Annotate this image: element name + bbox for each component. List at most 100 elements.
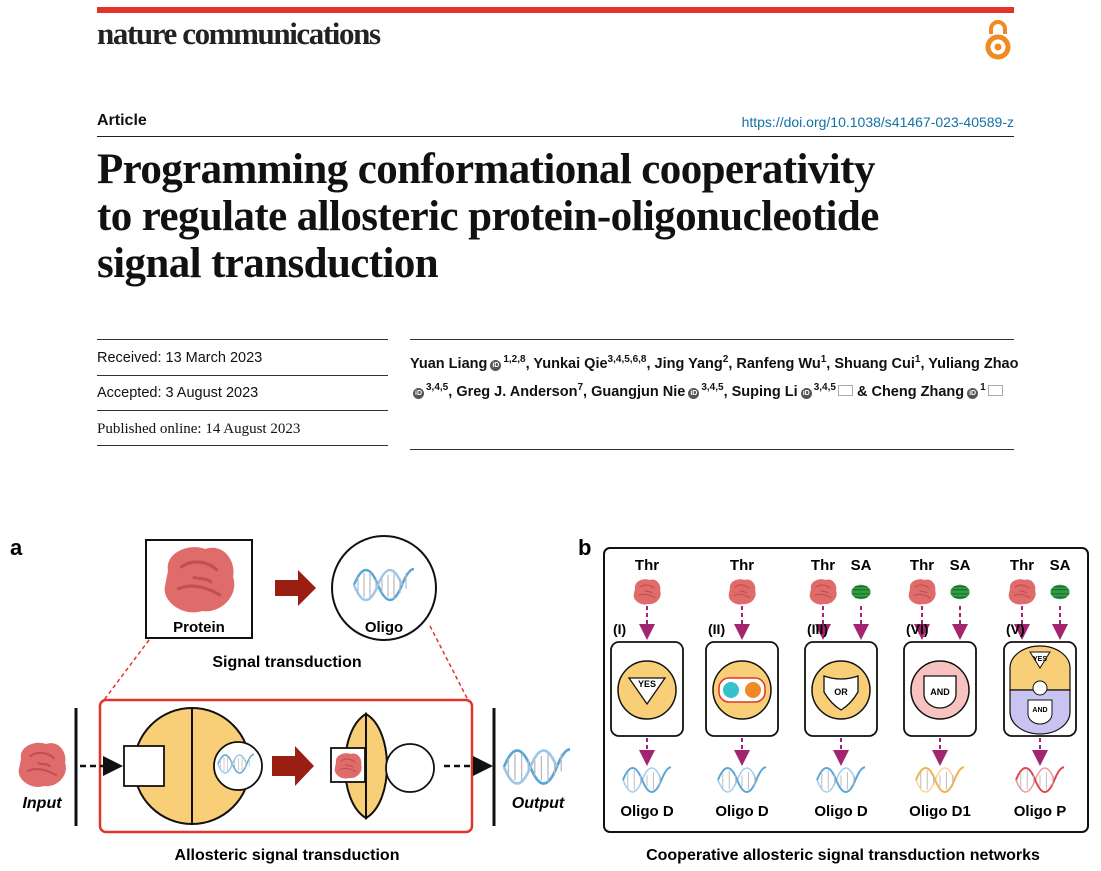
oligo-circle bbox=[331, 535, 437, 641]
output-oligo bbox=[502, 748, 572, 785]
output-label: Output bbox=[512, 795, 565, 812]
network-id: (III) bbox=[807, 621, 828, 637]
oligo-label: Oligo bbox=[365, 619, 403, 636]
transduction-arrow bbox=[275, 570, 316, 606]
author-name: Suping Li bbox=[731, 383, 798, 400]
author-name: Jing Yang bbox=[654, 355, 723, 372]
open-access-icon[interactable] bbox=[983, 20, 1013, 62]
author-name: Yunkai Qie bbox=[533, 355, 608, 372]
thr-protein bbox=[908, 578, 937, 606]
title-line: to regulate allosteric protein-oligonucl… bbox=[97, 193, 879, 240]
author[interactable]: Cheng Zhang iD1 bbox=[871, 381, 1003, 400]
input-name: SA bbox=[1050, 557, 1071, 574]
gate-label: AND bbox=[930, 687, 950, 697]
orcid-icon[interactable]: iD bbox=[688, 387, 700, 399]
input-protein bbox=[17, 741, 67, 788]
author[interactable]: Yuliang ZhaoiD3,4,5 bbox=[410, 356, 1018, 400]
input-name: Thr bbox=[910, 557, 934, 574]
author[interactable]: Yunkai Qie3,4,5,6,8 bbox=[533, 354, 647, 372]
input-name: Thr bbox=[1010, 557, 1034, 574]
oligo-site bbox=[213, 741, 263, 791]
output-oligo bbox=[816, 766, 866, 793]
output-name: Oligo P bbox=[1014, 803, 1067, 820]
thr-protein bbox=[1008, 578, 1037, 606]
orcid-icon[interactable]: iD bbox=[413, 387, 424, 399]
author[interactable]: Greg J. Anderson7 bbox=[456, 381, 584, 400]
network-column: Thr SA (VI) AND Oligo D1 bbox=[903, 557, 977, 820]
published-date: Published online: 14 August 2023 bbox=[97, 421, 301, 437]
received-date: Received: 13 March 2023 bbox=[97, 350, 263, 366]
article-type: Article bbox=[97, 112, 147, 129]
author-affiliation: 1 bbox=[980, 381, 986, 393]
author-affiliation: 1 bbox=[914, 354, 921, 365]
author-name: Ranfeng Wu bbox=[736, 355, 821, 372]
divider bbox=[410, 449, 1014, 450]
author-affiliation: 1,2,8 bbox=[503, 354, 526, 365]
gate-label: AND bbox=[1032, 707, 1047, 714]
input-name: Thr bbox=[730, 557, 754, 574]
doi-link[interactable]: https://doi.org/10.1038/s41467-023-40589… bbox=[741, 114, 1014, 130]
input-label: Input bbox=[22, 795, 62, 812]
journal-top-bar bbox=[97, 7, 1014, 13]
output-name: Oligo D bbox=[715, 803, 768, 820]
output-oligo bbox=[915, 766, 965, 793]
divider bbox=[97, 339, 388, 340]
author-name: Greg J. Anderson bbox=[456, 383, 578, 400]
panel-b-caption: Cooperative allosteric signal transducti… bbox=[646, 847, 1040, 864]
panel-a-letter: a bbox=[10, 535, 23, 560]
panel-b-letter: b bbox=[578, 535, 591, 560]
orcid-icon[interactable]: iD bbox=[967, 387, 979, 399]
author[interactable]: Guangjun Nie iD3,4,5 bbox=[591, 381, 724, 400]
author[interactable]: Suping Li iD3,4,5 bbox=[731, 381, 853, 400]
output-name: Oligo D bbox=[620, 803, 673, 820]
author-affiliation: 2 bbox=[722, 354, 729, 365]
author[interactable]: Jing Yang2 bbox=[654, 354, 729, 372]
journal-name: nature communications bbox=[97, 16, 381, 51]
released-site bbox=[385, 743, 435, 793]
email-icon[interactable] bbox=[987, 384, 1003, 396]
network-column: Thr SA (V) YES AND Oligo P bbox=[1003, 557, 1077, 820]
thr-protein bbox=[809, 578, 838, 606]
divider bbox=[97, 410, 388, 411]
author-affiliation: 1 bbox=[820, 354, 827, 365]
network-id: (VI) bbox=[906, 621, 929, 637]
zoom-line bbox=[429, 625, 469, 701]
author-affiliation: 7 bbox=[577, 381, 584, 393]
input-name: SA bbox=[950, 557, 971, 574]
panel-a-caption: Allosteric signal transduction bbox=[175, 847, 400, 864]
email-icon[interactable] bbox=[837, 384, 853, 396]
output-oligo bbox=[622, 766, 672, 793]
sa-protein bbox=[1049, 584, 1071, 600]
input-name: SA bbox=[851, 557, 872, 574]
orcid-icon[interactable]: iD bbox=[800, 387, 812, 399]
author[interactable]: Yuan Liang iD1,2,8 bbox=[410, 354, 526, 372]
divider bbox=[97, 136, 1014, 137]
protein-image bbox=[163, 545, 236, 614]
gate-label: YES bbox=[1033, 656, 1047, 663]
network-column: Thr (II) Oligo D bbox=[705, 557, 779, 820]
author-affiliation: 3,4,5 bbox=[701, 381, 724, 393]
author-name: Shuang Cui bbox=[834, 355, 915, 372]
title-line: Programming conformational cooperativity bbox=[97, 146, 875, 193]
protein-label: Protein bbox=[173, 619, 225, 636]
sa-protein bbox=[850, 584, 872, 600]
output-name: Oligo D1 bbox=[909, 803, 971, 820]
thr-protein bbox=[633, 578, 662, 606]
thr-protein bbox=[728, 578, 757, 606]
output-oligo bbox=[717, 766, 767, 793]
author-affiliation: 3,4,5 bbox=[813, 381, 836, 393]
author-name: Cheng Zhang bbox=[871, 383, 965, 400]
orcid-icon[interactable]: iD bbox=[490, 359, 502, 371]
author[interactable]: Ranfeng Wu1 bbox=[736, 354, 827, 372]
network-id: (II) bbox=[708, 621, 725, 637]
input-name: Thr bbox=[811, 557, 835, 574]
gate-label: YES bbox=[638, 679, 656, 689]
network-id: (I) bbox=[613, 621, 626, 637]
author-affiliation: 3,4,5,6,8 bbox=[607, 354, 647, 365]
author-name: Yuliang Zhao bbox=[928, 355, 1019, 372]
network-id: (V) bbox=[1006, 621, 1025, 637]
author[interactable]: Shuang Cui1 bbox=[834, 354, 921, 372]
author-list: Yuan Liang iD1,2,8, Yunkai Qie3,4,5,6,8, … bbox=[410, 354, 1019, 400]
title-line: signal transduction bbox=[97, 240, 439, 287]
